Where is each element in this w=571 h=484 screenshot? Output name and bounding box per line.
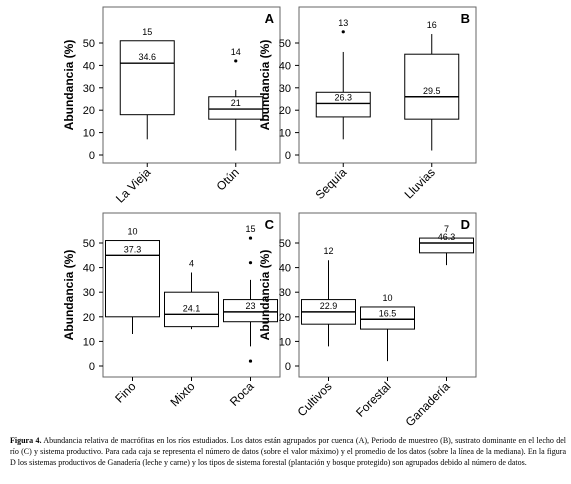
n-label: 16 (427, 20, 437, 30)
x-tick-label: La Vieja (113, 165, 154, 206)
panel-label: D (461, 217, 470, 232)
y-tick-label: 30 (83, 83, 95, 95)
y-tick-label: 10 (83, 336, 95, 348)
n-label: 15 (245, 224, 255, 234)
panel-c: C 0 10 20 30 40 50 Abundancia (%) 37.3 10 Fino 24.1… (62, 212, 281, 409)
y-axis-label: Abundancia (%) (258, 40, 272, 131)
y-tick-label: 10 (83, 128, 95, 140)
n-label: 12 (323, 246, 333, 256)
y-axis-label: Abundancia (%) (258, 250, 272, 341)
y-tick-label: 30 (279, 83, 291, 95)
y-tick-label: 40 (83, 263, 95, 275)
figure-caption: Figura 4. Abundancia relativa de macrófi… (10, 435, 566, 468)
panel-label: C (265, 217, 275, 232)
y-tick-label: 50 (83, 38, 95, 50)
mean-label: 21 (231, 98, 241, 108)
x-tick-label: Forestal (353, 379, 394, 420)
box-0: 37.3 10 (105, 227, 160, 335)
x-tick-label: Roca (227, 379, 257, 409)
box-1: 24.14 (164, 259, 219, 330)
y-tick-label: 30 (83, 287, 95, 299)
x-tick-label: Ganadería (403, 379, 453, 429)
mean-label: 23 (245, 301, 255, 311)
y-tick-label: 50 (83, 238, 95, 250)
caption-label: Figura 4. (10, 436, 42, 445)
n-label: 14 (231, 47, 241, 57)
box-1: 29.5 16 (404, 20, 460, 151)
n-label: 10 (382, 293, 392, 303)
y-tick-label: 10 (279, 336, 291, 348)
box-1: 21 14 (208, 47, 264, 151)
iqr-box (419, 237, 474, 254)
box-0: 26.3 13 (315, 18, 371, 140)
box-2: 46.37 (419, 224, 474, 266)
y-tick-label: 50 (279, 38, 291, 50)
mean-label: 16.5 (379, 308, 397, 318)
y-tick-label: 20 (83, 105, 95, 117)
y-tick-label: 0 (89, 361, 95, 373)
x-tick-label: Mixto (167, 379, 197, 409)
mean-label: 34.6 (138, 52, 156, 62)
outlier-point (248, 261, 253, 265)
outlier-point (341, 30, 345, 34)
y-tick-label: 20 (83, 312, 95, 324)
panel-a: A 0 10 20 30 40 50 Abundancia (%) 34.6 15 La Vieja… (62, 6, 281, 206)
y-axis-label: Abundancia (%) (62, 40, 76, 131)
mean-label: 46.3 (438, 232, 456, 242)
y-tick-label: 40 (279, 60, 291, 72)
outlier-point (248, 236, 253, 240)
y-tick-label: 10 (279, 128, 291, 140)
outlier-point (234, 59, 238, 63)
y-tick-label: 20 (279, 105, 291, 117)
box-0: 34.6 15 (119, 27, 175, 140)
n-label: 4 (189, 259, 194, 269)
mean-label: 29.5 (423, 86, 441, 96)
y-tick-label: 40 (279, 263, 291, 275)
panel-d: D 0 10 20 30 40 50 Abundancia (%) 22.9 12 Cultivos… (258, 212, 477, 429)
panel-label: B (461, 11, 470, 26)
box-1: 16.5 10 (360, 293, 415, 362)
y-tick-label: 50 (279, 238, 291, 250)
outlier-point (248, 359, 253, 363)
y-tick-label: 0 (285, 150, 291, 162)
iqr-box (404, 53, 460, 120)
mean-label: 37.3 (124, 244, 142, 254)
x-tick-label: Fino (112, 379, 139, 406)
n-label: 7 (444, 224, 449, 234)
iqr-box (208, 96, 264, 120)
n-label: 15 (142, 27, 152, 37)
y-tick-label: 0 (285, 361, 291, 373)
x-tick-label: Sequía (313, 165, 350, 202)
y-tick-label: 40 (83, 60, 95, 72)
mean-label: 24.1 (183, 303, 201, 313)
panel-label: A (265, 11, 275, 26)
box-2: 23 15 (223, 224, 278, 363)
iqr-box (105, 240, 160, 318)
iqr-box (315, 91, 371, 118)
y-tick-label: 20 (279, 312, 291, 324)
iqr-box (164, 291, 219, 328)
iqr-box (360, 306, 415, 330)
plot-frame (298, 6, 477, 164)
y-tick-label: 30 (279, 287, 291, 299)
panel-b: B 0 10 20 30 40 50 Abundancia (%) 26.3 13 Sequía 29… (258, 6, 477, 202)
x-tick-label: Lluvias (402, 165, 438, 201)
y-axis-label: Abundancia (%) (62, 250, 76, 341)
n-label: 10 (127, 227, 137, 237)
n-label: 13 (338, 18, 348, 28)
mean-label: 22.9 (320, 301, 338, 311)
iqr-box (119, 40, 175, 116)
y-tick-label: 0 (89, 150, 95, 162)
box-0: 22.9 12 (301, 246, 356, 347)
plot-frame (102, 6, 281, 164)
x-tick-label: Cultivos (295, 379, 335, 419)
iqr-box (223, 299, 278, 323)
mean-label: 26.3 (334, 92, 352, 102)
x-tick-label: Otún (214, 165, 242, 193)
caption-text: Abundancia relativa de macrófitas en los… (10, 436, 567, 467)
